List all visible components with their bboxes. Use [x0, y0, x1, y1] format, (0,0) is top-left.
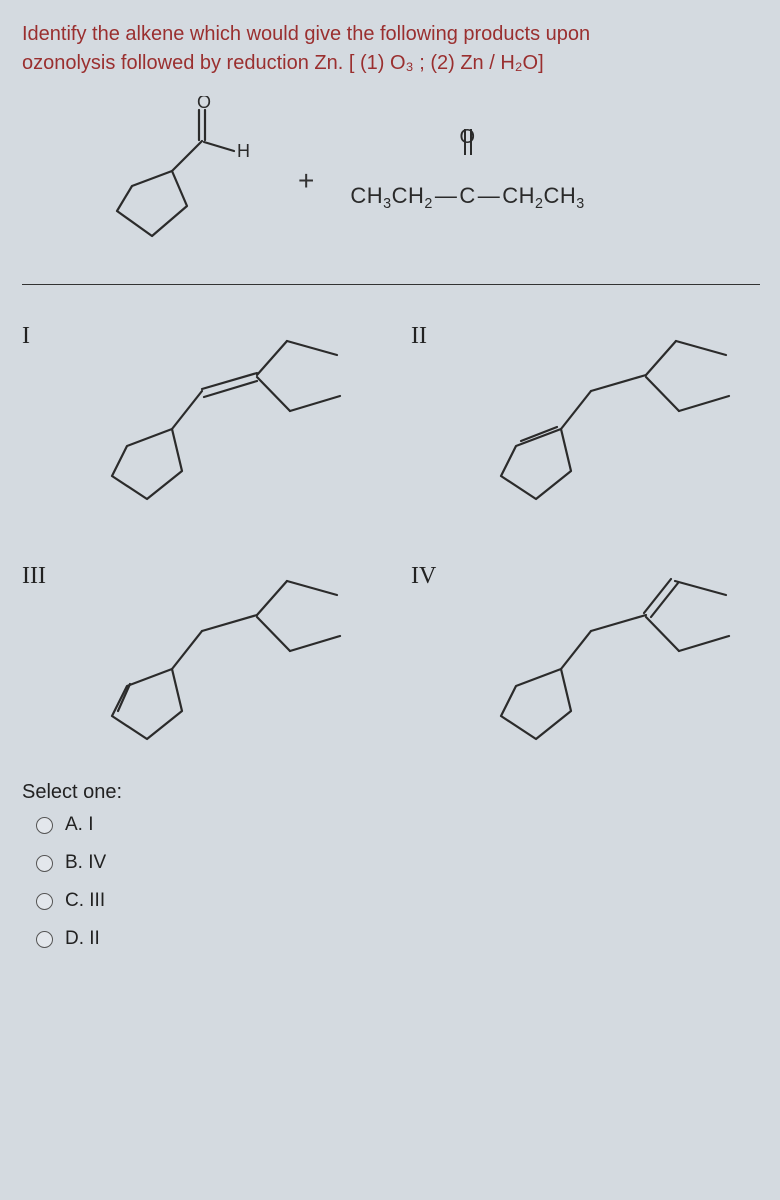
p2-s1: 3 [383, 197, 391, 211]
select-one-label: Select one: [22, 781, 760, 804]
structure-III [82, 551, 362, 751]
choice-C-text: C. III [65, 890, 105, 912]
choice-C[interactable]: C. III [36, 890, 760, 912]
aldehyde-h-label: H [237, 141, 250, 161]
question-line-1: Identify the alkene which would give the… [22, 23, 590, 45]
plus-sign: + [292, 165, 320, 197]
product-1-structure: O H [72, 96, 262, 266]
choice-A-text: A. I [65, 814, 94, 836]
option-III: III [22, 551, 371, 751]
option-I: I [22, 311, 371, 511]
p2-ch2a: CH [392, 185, 425, 207]
roman-IV: IV [411, 551, 461, 590]
p2-carbonyl: C O [459, 155, 475, 207]
choice-D[interactable]: D. II [36, 928, 760, 950]
choice-D-text: D. II [65, 928, 100, 950]
p2-ch3a: CH [350, 185, 383, 207]
option-IV: IV [411, 551, 760, 751]
radio-D[interactable] [36, 931, 53, 948]
question-line-2: ozonolysis followed by reduction Zn. [ (… [22, 52, 544, 74]
answer-choices: A. I B. IV C. III D. II [22, 814, 760, 950]
product-2-formula: CH3 CH2 — C O — CH2 CH3 [350, 155, 584, 207]
option-II: II [411, 311, 760, 511]
choice-B-text: B. IV [65, 852, 106, 874]
roman-II: II [411, 311, 461, 350]
question-text: Identify the alkene which would give the… [22, 20, 760, 78]
structure-I [82, 311, 362, 511]
choice-A[interactable]: A. I [36, 814, 760, 836]
p2-ch3b: CH [543, 185, 576, 207]
p2-s2: 2 [424, 197, 432, 211]
roman-I: I [22, 311, 72, 350]
svg-text:O: O [197, 96, 211, 112]
p2-s4: 3 [576, 197, 584, 211]
products-row: O H + CH3 CH2 — C O — CH2 CH3 [22, 96, 760, 266]
p2-s3: 2 [535, 197, 543, 211]
p2-cc: C [459, 185, 475, 207]
radio-C[interactable] [36, 893, 53, 910]
divider [22, 284, 760, 285]
radio-B[interactable] [36, 855, 53, 872]
structure-II [471, 311, 751, 511]
structure-IV [471, 551, 751, 751]
p2-o: O [459, 127, 475, 147]
p2-dash1: — [433, 185, 460, 207]
roman-III: III [22, 551, 72, 590]
p2-dash2: — [476, 185, 503, 207]
choice-B[interactable]: B. IV [36, 852, 760, 874]
radio-A[interactable] [36, 817, 53, 834]
p2-ch2b: CH [502, 185, 535, 207]
options-grid: I I [22, 311, 760, 751]
